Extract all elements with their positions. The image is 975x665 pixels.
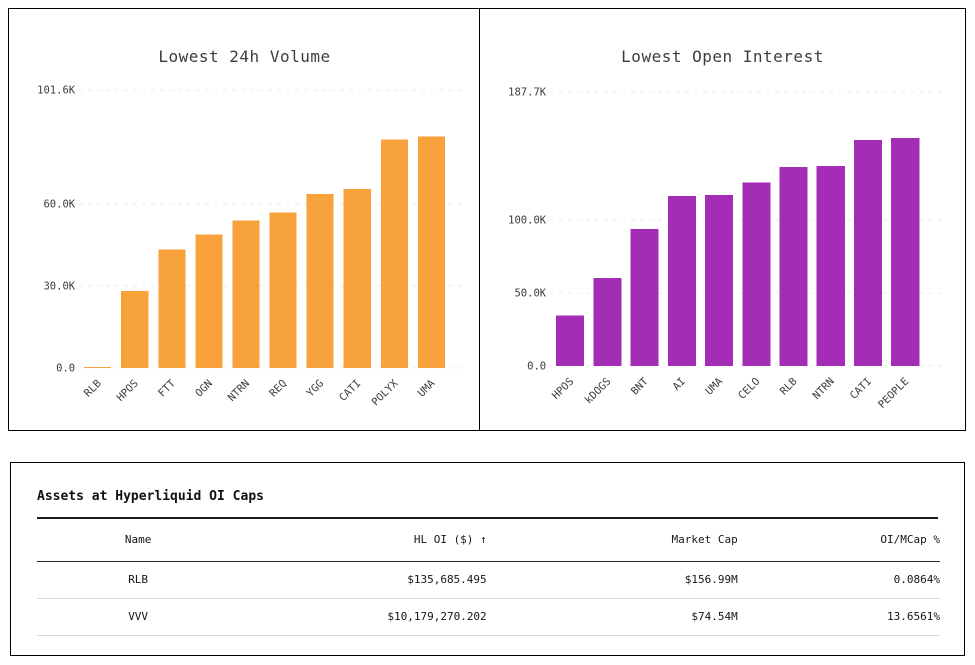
y-tick-label: 100.0K [508,215,547,227]
y-tick-label: 60.0K [43,198,75,210]
bar-NTRN [232,220,260,368]
table-cell: 0.0864% [893,573,940,586]
table-cell: $156.99M [684,573,738,586]
table-row: VVV $10,179,270.202 $74.54M 13.6561% [37,598,940,635]
volume-bar-chart: 0.0 30.0K 60.0K 101.6K RLB HPOS FTT OGN NTRN REQ Y… [37,85,462,408]
x-tick-label: CELO [736,376,762,402]
y-tick-label: 50.0K [514,287,546,299]
bar-HPOS [556,315,585,366]
x-tick-label: RLB [82,378,104,400]
bar-RLB [84,367,112,368]
bar-UMA [705,194,734,366]
table-header-row: Name HL OI ($) ↑ Market Cap OI/MCap % [37,519,940,561]
x-tick-label: HPOS [550,376,576,402]
open-interest-bar-chart: 0.0 50.0K 100.0K 187.7K HPOS kDOGS BNT AI UMA CEL… [508,87,943,411]
x-tick-label: UMA [703,375,725,397]
bar-YGG [306,194,334,368]
bar-POLYX [380,139,408,368]
table-cell: 13.6561% [887,610,940,623]
x-tick-label: CATI [848,376,874,402]
bar-RLB [779,166,808,366]
column-header[interactable]: Name [124,533,152,547]
x-tick-label: POLYX [370,377,401,408]
open-interest-chart-panel: Lowest Open Interest 0.0 50.0K 100.0K 187.7… [479,8,966,431]
column-header[interactable]: HL OI ($) ↑ [413,533,487,547]
bar-PEOPLE [891,137,920,366]
x-tick-label: AI [671,376,688,393]
x-tick-label: OGN [193,378,215,400]
x-tick-label: PEOPLE [876,376,911,411]
bar-FTT [158,249,186,368]
chart-title: Lowest 24h Volume [158,47,331,66]
y-tick-label: 0.0 [527,360,546,372]
y-tick-label: 30.0K [43,280,75,292]
x-tick-label: YGG [304,378,326,400]
x-tick-label: BNT [629,375,651,397]
x-tick-label: FTT [156,377,178,399]
bar-BNT [630,228,659,366]
oi-caps-table-panel: Assets at Hyperliquid OI Caps Name HL OI … [10,462,965,656]
volume-chart-panel: Lowest 24h Volume 0.0 30.0K 60.0K 101.6K RLB… [8,8,481,431]
x-tick-label: HPOS [115,378,141,404]
table-cell: VVV [128,610,149,623]
table-title: Assets at Hyperliquid OI Caps [37,489,938,519]
table-cell: $135,685.495 [407,573,487,586]
bar-CATI [343,189,371,368]
table-body: RLB $135,685.495 $156.99M 0.0864% VVV $10,179… [37,561,940,635]
table-cell: $74.54M [691,610,738,623]
bar-kDOGS [593,277,622,366]
bar-OGN [195,234,223,368]
chart-title: Lowest Open Interest [621,47,824,66]
column-header[interactable]: OI/MCap % [880,533,940,547]
column-header[interactable]: Market Cap [671,533,738,547]
oi-caps-table: Name HL OI ($) ↑ Market Cap OI/MCap % RLB $1… [37,519,940,636]
x-tick-label: NTRN [811,376,837,402]
y-tick-label: 101.6K [37,85,76,97]
bar-CATI [853,139,883,366]
x-tick-label: CATI [337,378,363,404]
bar-UMA [417,136,445,368]
table-cell: $10,179,270.202 [387,610,487,623]
y-tick-label: 0.0 [56,362,75,374]
table-cell: RLB [128,573,149,586]
bar-REQ [269,212,297,368]
table-row: RLB $135,685.495 $156.99M 0.0864% [37,561,940,598]
y-tick-label: 187.7K [508,87,547,99]
bar-AI [667,196,696,366]
bar-HPOS [121,290,149,368]
bar-CELO [742,182,771,366]
x-tick-label: kDOGS [583,376,614,407]
bar-NTRN [816,165,845,366]
x-tick-label: RLB [778,376,800,398]
x-tick-label: UMA [416,377,438,399]
x-tick-label: NTRN [226,378,252,404]
x-tick-label: REQ [267,378,289,400]
